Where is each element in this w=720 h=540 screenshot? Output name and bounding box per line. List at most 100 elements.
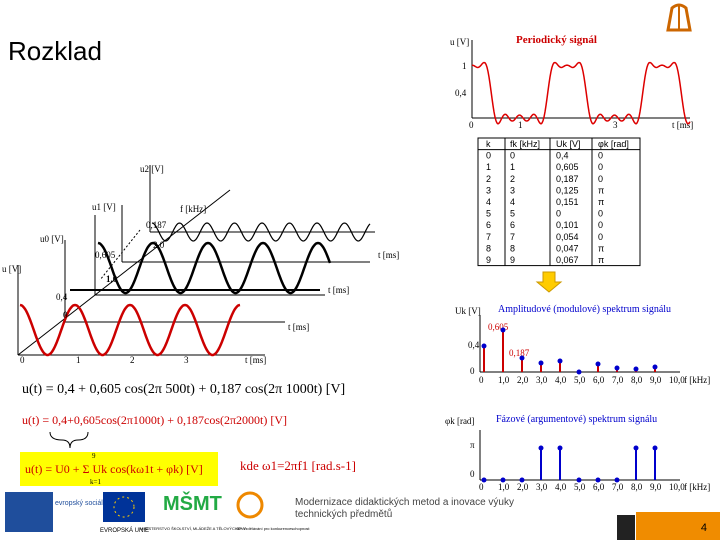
- stem-dot: [500, 477, 506, 483]
- formula-index: 9: [92, 452, 96, 460]
- logo-text: evropský sociální fond v ČR: [55, 498, 142, 507]
- axis-label: u1 [V]: [92, 202, 116, 212]
- table-cell: 9: [486, 255, 491, 265]
- table-cell: 0: [598, 209, 603, 219]
- axis-label: t [ms]: [672, 120, 693, 130]
- stem-dot: [481, 477, 487, 483]
- table-cell: 2: [486, 174, 491, 184]
- arrow: [535, 271, 563, 293]
- axis-label: t [ms]: [378, 250, 399, 260]
- stem-dot: [595, 477, 601, 483]
- stem-dot: [652, 364, 658, 370]
- harmonic-wave: [151, 222, 371, 242]
- tick-label: 8,0: [631, 375, 643, 385]
- table-cell: π: [598, 255, 604, 265]
- table-header: Uk [V]: [556, 139, 581, 149]
- tick-label: 10,0: [669, 482, 685, 492]
- footer-block: [617, 515, 635, 540]
- data-label: 0,187: [509, 348, 530, 358]
- table-cell: 5: [486, 209, 491, 219]
- label: 1,0: [106, 274, 118, 284]
- logo-op: [236, 491, 264, 519]
- stem-dot: [576, 477, 582, 483]
- logo-text: OP Vzdělávání pro konkurenceschopnost: [236, 526, 310, 531]
- logo-esf: [5, 492, 53, 532]
- axis-label: t [ms]: [245, 355, 266, 365]
- table-cell: 0: [598, 162, 603, 172]
- tick-label: 6,0: [593, 375, 605, 385]
- axis-label: u [V]: [2, 264, 21, 274]
- formula: u(t) = 0,4+0,605cos(2π1000t) + 0,187cos(…: [22, 413, 287, 427]
- axis-label: t [ms]: [328, 285, 349, 295]
- stem-dot: [557, 358, 563, 364]
- axis-label: Uk [V]: [455, 306, 481, 316]
- tick-label: 3,0: [536, 375, 548, 385]
- tick-label: 0: [479, 375, 484, 385]
- table-cell: 0,151: [556, 197, 579, 207]
- stem-dot: [614, 477, 620, 483]
- tick-label: 0,4: [455, 88, 467, 98]
- footer: Modernizace didaktických metod a inovace…: [295, 497, 514, 520]
- logo-mark: [666, 3, 692, 32]
- tick-label: 3: [184, 355, 189, 365]
- axis-label: u [V]: [450, 37, 469, 47]
- tick-label: 0: [20, 355, 25, 365]
- table-cell: 2: [510, 174, 515, 184]
- table-cell: 5: [510, 209, 515, 219]
- tick-label: 5,0: [574, 375, 586, 385]
- data-label: 0,605: [488, 322, 509, 332]
- data-label: 0,4: [468, 340, 480, 350]
- stem-dot: [519, 477, 525, 483]
- axis-label: f [kHz]: [684, 375, 710, 385]
- formula: u(t) = 0,4 + 0,605 cos(2π 500t) + 0,187 …: [22, 382, 345, 397]
- chart-title: Periodický signál: [516, 34, 597, 46]
- table-cell: 0,125: [556, 185, 579, 195]
- tick-label: 2: [130, 355, 135, 365]
- tick-label: 8,0: [631, 482, 643, 492]
- tick-label: π: [470, 440, 475, 450]
- table-cell: 0: [486, 151, 491, 161]
- table-header: k: [486, 139, 491, 149]
- table-cell: π: [598, 185, 604, 195]
- stem-dot: [633, 445, 639, 451]
- table-cell: 7: [510, 232, 515, 242]
- stem-dot: [614, 365, 620, 371]
- formula: kde ω1=2πf1 [rad.s-1]: [240, 458, 356, 473]
- highlight-box: [20, 452, 218, 486]
- stem-dot: [652, 445, 658, 451]
- label: 0: [63, 310, 68, 320]
- tick-label: 7,0: [612, 482, 624, 492]
- table-header: φk [rad]: [598, 139, 629, 149]
- tick-label: 4,0: [555, 375, 567, 385]
- page-number: 4: [701, 522, 707, 534]
- tick-label: 1: [76, 355, 81, 365]
- table-cell: 0: [598, 220, 603, 230]
- tick-label: 4,0: [555, 482, 567, 492]
- footer-text: Modernizace didaktických metod a inovace…: [295, 497, 514, 520]
- tick-label: 10,0: [669, 375, 685, 385]
- chart-title: Fázové (argumentové) spektrum signálu: [496, 414, 657, 425]
- table-cell: 0,187: [556, 174, 579, 184]
- stem-dot: [538, 445, 544, 451]
- formula: u(t) = U0 + Σ Uk cos(kω1t + φk) [V]: [25, 462, 203, 476]
- table-cell: 0,4: [556, 151, 569, 161]
- axis-label: f [kHz]: [180, 204, 206, 214]
- harmonic-wave: [97, 241, 332, 295]
- table-cell: 8: [486, 243, 491, 253]
- brace: [49, 431, 89, 449]
- stem-dot: [481, 343, 487, 349]
- logo-text: MINISTERSTVO ŠKOLSTVÍ, MLÁDEŽE A TĚLOVÝC…: [140, 526, 247, 531]
- tick-label: 9,0: [650, 375, 662, 385]
- tick-label: 0: [479, 482, 484, 492]
- stem-dot: [633, 366, 639, 372]
- table-cell: 3: [510, 185, 515, 195]
- table: k fk [kHz] Uk [V] φk [rad]0 0 0,4 01 1 0,605 02 2 0…: [477, 137, 641, 267]
- table-cell: π: [598, 243, 604, 253]
- table-cell: 0,067: [556, 255, 579, 265]
- axis-label: u2 [V]: [140, 164, 164, 174]
- table-cell: 4: [486, 197, 491, 207]
- table-header: fk [kHz]: [510, 139, 540, 149]
- table-cell: π: [598, 197, 604, 207]
- tick-label: 2,0: [517, 375, 529, 385]
- logo-msmt: MŠMT: [163, 491, 222, 515]
